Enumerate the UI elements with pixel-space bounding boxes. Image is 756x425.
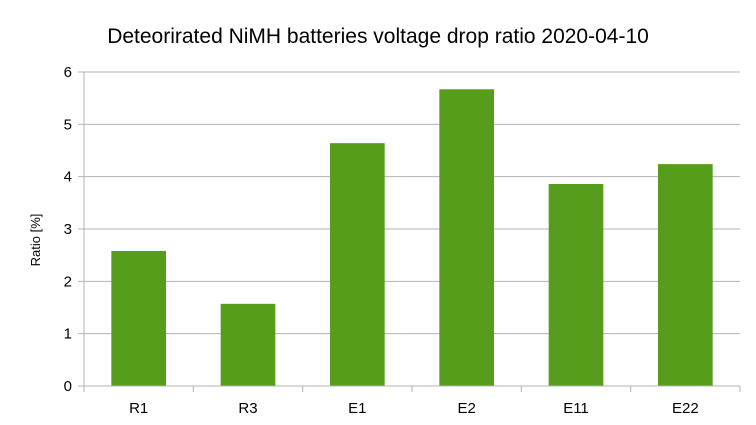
- y-tick-labels: 0 1 2 3 4 5 6: [64, 64, 72, 395]
- bar-e1: [330, 143, 385, 386]
- axes: [78, 71, 741, 392]
- y-tick-label-3: 3: [64, 221, 72, 238]
- x-tick-labels: R1 R3 E1 E2 E11 E22: [129, 400, 699, 417]
- bar-r1: [111, 250, 166, 386]
- bar-e22: [658, 164, 713, 386]
- y-tick-label-0: 0: [64, 378, 72, 395]
- y-tick-label-2: 2: [64, 273, 72, 290]
- x-tick-label-r3: R3: [238, 400, 257, 417]
- bar-e2: [439, 89, 494, 387]
- y-tick-label-5: 5: [64, 116, 72, 133]
- x-tick-label-e11: E11: [563, 400, 589, 417]
- bars: [111, 89, 713, 387]
- y-tick-label-6: 6: [64, 64, 72, 81]
- bar-r3: [220, 303, 276, 386]
- chart-title: Deteorirated NiMH batteries voltage drop…: [107, 25, 649, 48]
- x-tick-label-e22: E22: [672, 400, 699, 417]
- bar-e11: [548, 183, 604, 386]
- y-tick-label-1: 1: [64, 326, 72, 343]
- x-tick-label-e2: E2: [457, 400, 475, 417]
- gridlines: [84, 71, 740, 335]
- y-axis-label: Ratio [%]: [28, 214, 43, 267]
- x-tick-label-e1: E1: [348, 400, 366, 417]
- y-tick-label-4: 4: [64, 169, 72, 186]
- x-tick-label-r1: R1: [129, 400, 148, 417]
